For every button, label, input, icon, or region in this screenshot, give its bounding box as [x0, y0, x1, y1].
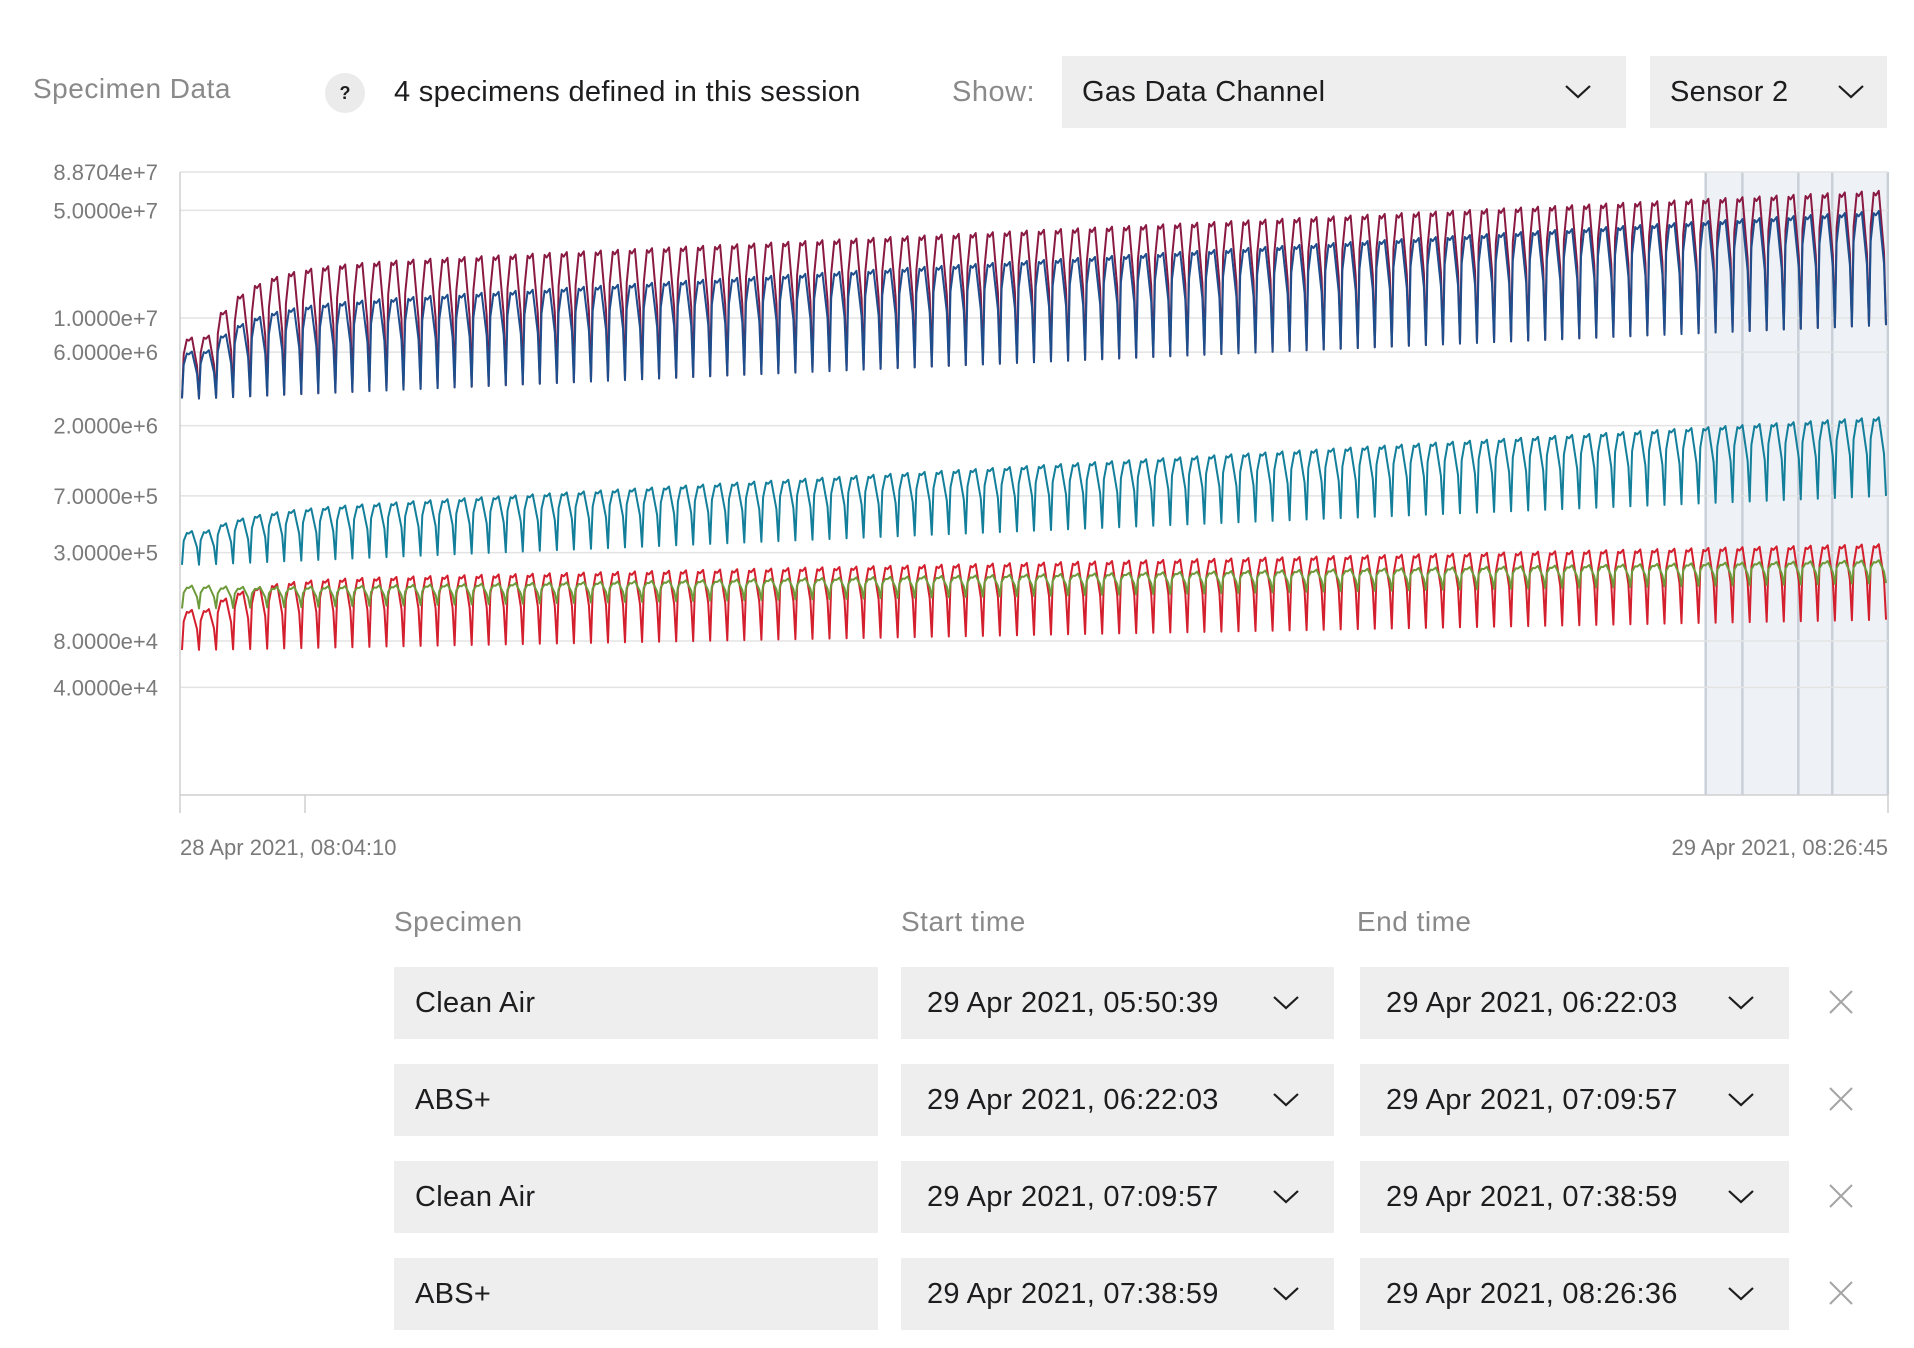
specimen-name: ABS+	[415, 1083, 492, 1116]
end-time-value: 29 Apr 2021, 08:26:36	[1386, 1277, 1678, 1310]
start-time-value: 29 Apr 2021, 05:50:39	[927, 986, 1219, 1019]
chevron-down-icon	[1838, 85, 1864, 99]
specimen-name-field[interactable]: ABS+	[394, 1258, 878, 1330]
x-tick-label-start: 28 Apr 2021, 08:04:10	[180, 835, 397, 860]
chart-canvas[interactable]: 8.8704e+7 5.0000e+7 1.0000e+7 6.0000e+6 2.00…	[0, 160, 1914, 860]
section-title: Specimen Data	[33, 73, 231, 104]
column-header-start-time: Start time	[901, 906, 1026, 937]
end-time-select[interactable]: 29 Apr 2021, 08:26:36	[1360, 1258, 1789, 1330]
y-tick-label: 8.0000e+4	[53, 629, 158, 654]
start-time-select[interactable]: 29 Apr 2021, 07:09:57	[901, 1161, 1334, 1233]
chevron-down-icon	[1728, 1287, 1754, 1301]
end-time-value: 29 Apr 2021, 07:09:57	[1386, 1083, 1678, 1116]
chevron-down-icon	[1728, 996, 1754, 1010]
specimen-interval-band	[1705, 172, 1888, 795]
y-tick-label: 5.0000e+7	[53, 198, 158, 223]
series-line-1	[181, 210, 1887, 400]
chevron-down-icon	[1565, 85, 1591, 99]
y-tick-label: 4.0000e+4	[53, 675, 158, 700]
end-time-select[interactable]: 29 Apr 2021, 07:09:57	[1360, 1064, 1789, 1136]
series-line-3	[181, 543, 1887, 651]
x-tick-label-end: 29 Apr 2021, 08:26:45	[1671, 835, 1888, 860]
chevron-down-icon	[1273, 1190, 1299, 1204]
specimen-row: Clean Air 29 Apr 2021, 05:50:39 29 Apr 2…	[0, 967, 1914, 1039]
start-time-value: 29 Apr 2021, 07:09:57	[927, 1180, 1219, 1213]
close-icon[interactable]	[1826, 1278, 1856, 1308]
specimen-name-field[interactable]: Clean Air	[394, 967, 878, 1039]
chevron-down-icon	[1273, 1287, 1299, 1301]
channel-select-value: Gas Data Channel	[1082, 75, 1326, 108]
y-tick-label: 1.0000e+7	[53, 306, 158, 331]
channel-select[interactable]: Gas Data Channel	[1062, 56, 1626, 128]
specimen-name: Clean Air	[415, 1180, 536, 1213]
end-time-select[interactable]: 29 Apr 2021, 06:22:03	[1360, 967, 1789, 1039]
chevron-down-icon	[1728, 1190, 1754, 1204]
show-label: Show:	[952, 76, 1036, 108]
specimen-row: Clean Air 29 Apr 2021, 07:09:57 29 Apr 2…	[0, 1161, 1914, 1233]
close-icon[interactable]	[1826, 1181, 1856, 1211]
specimen-name: Clean Air	[415, 986, 536, 1019]
start-time-select[interactable]: 29 Apr 2021, 07:38:59	[901, 1258, 1334, 1330]
y-tick-label: 2.0000e+6	[53, 414, 158, 439]
specimen-name: ABS+	[415, 1277, 492, 1310]
y-tick-label: 6.0000e+6	[53, 340, 158, 365]
gas-data-chart[interactable]: 8.8704e+7 5.0000e+7 1.0000e+7 6.0000e+6 2.00…	[0, 160, 1914, 860]
help-icon[interactable]: ?	[325, 73, 365, 113]
close-icon[interactable]	[1826, 1084, 1856, 1114]
column-header-end-time: End time	[1357, 906, 1472, 937]
series-line-4	[181, 559, 1887, 610]
start-time-value: 29 Apr 2021, 06:22:03	[927, 1083, 1219, 1116]
start-time-select[interactable]: 29 Apr 2021, 06:22:03	[901, 1064, 1334, 1136]
close-icon[interactable]	[1826, 987, 1856, 1017]
chevron-down-icon	[1273, 996, 1299, 1010]
start-time-select[interactable]: 29 Apr 2021, 05:50:39	[901, 967, 1334, 1039]
start-time-value: 29 Apr 2021, 07:38:59	[927, 1277, 1219, 1310]
specimen-name-field[interactable]: Clean Air	[394, 1161, 878, 1233]
specimen-row: ABS+ 29 Apr 2021, 07:38:59 29 Apr 2021, …	[0, 1258, 1914, 1330]
chevron-down-icon	[1273, 1093, 1299, 1107]
sensor-select-value: Sensor 2	[1670, 75, 1789, 108]
specimen-data-header: Specimen Data ? 4 specimens defined in t…	[0, 0, 1914, 160]
specimen-name-field[interactable]: ABS+	[394, 1064, 878, 1136]
chevron-down-icon	[1728, 1093, 1754, 1107]
y-tick-label: 7.0000e+5	[53, 484, 158, 509]
y-tick-label: 3.0000e+5	[53, 541, 158, 566]
session-info-text: 4 specimens defined in this session	[394, 76, 861, 108]
column-header-specimen: Specimen	[394, 906, 523, 937]
y-tick-label: 8.8704e+7	[53, 160, 158, 185]
end-time-select[interactable]: 29 Apr 2021, 07:38:59	[1360, 1161, 1789, 1233]
end-time-value: 29 Apr 2021, 07:38:59	[1386, 1180, 1678, 1213]
specimen-row: ABS+ 29 Apr 2021, 06:22:03 29 Apr 2021, …	[0, 1064, 1914, 1136]
sensor-select[interactable]: Sensor 2	[1650, 56, 1887, 128]
series-line-2	[181, 416, 1887, 566]
end-time-value: 29 Apr 2021, 06:22:03	[1386, 986, 1678, 1019]
